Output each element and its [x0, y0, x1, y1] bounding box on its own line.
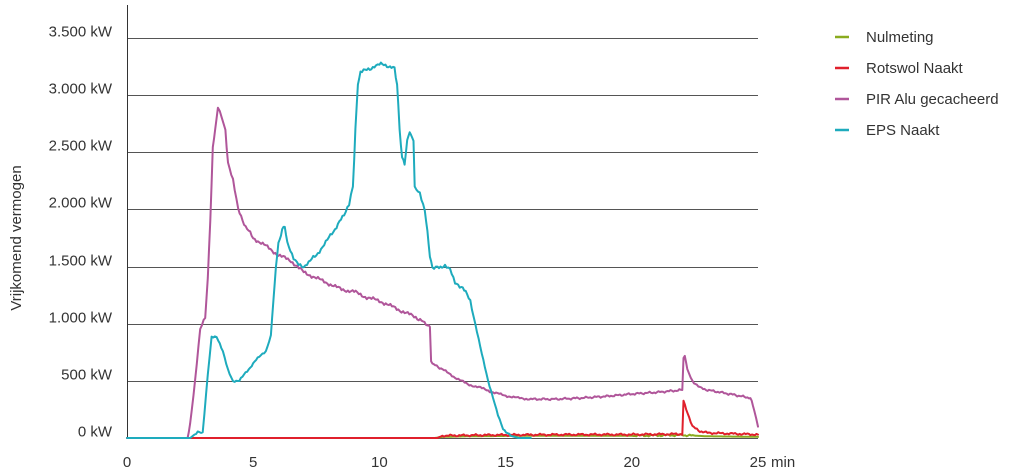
x-tick-label: 10 [371, 454, 388, 471]
x-axis-label: min [771, 454, 795, 471]
legend-label: EPS Naakt [866, 122, 940, 139]
y-tick-label: 2.500 kW [49, 138, 113, 155]
x-tick-label: 15 [497, 454, 514, 471]
y-axis-label: Vrijkomend vermogen [8, 165, 25, 310]
y-tick-label: 2.000 kW [49, 195, 113, 212]
series-line-3 [126, 61, 532, 439]
y-tick-label: 0 kW [78, 424, 113, 441]
legend-label: PIR Alu gecacheerd [866, 91, 999, 108]
legend-label: Rotswol Naakt [866, 60, 964, 77]
series-line-2 [126, 106, 759, 439]
grid-lines [127, 38, 758, 439]
y-tick-label: 1.500 kW [49, 253, 113, 270]
y-tick-label: 500 kW [61, 367, 113, 384]
legend: Nulmeting Rotswol Naakt PIR Alu gecacheerd… [835, 29, 999, 139]
y-tick-label: 3.500 kW [49, 24, 113, 41]
x-tick-label: 25 [750, 454, 767, 471]
y-tick-label: 3.000 kW [49, 81, 113, 98]
y-tick-label: 1.000 kW [49, 310, 113, 327]
x-tick-label: 20 [623, 454, 640, 471]
series-lines [126, 61, 759, 439]
legend-label: Nulmeting [866, 29, 934, 46]
x-axis-ticks: 0 5 10 15 20 25 [123, 454, 767, 471]
x-tick-label: 5 [249, 454, 257, 471]
x-tick-label: 0 [123, 454, 131, 471]
series-line-1 [126, 399, 759, 439]
y-axis-ticks: 0 kW 500 kW 1.000 kW 1.500 kW 2.000 kW 2.500 … [49, 24, 113, 441]
